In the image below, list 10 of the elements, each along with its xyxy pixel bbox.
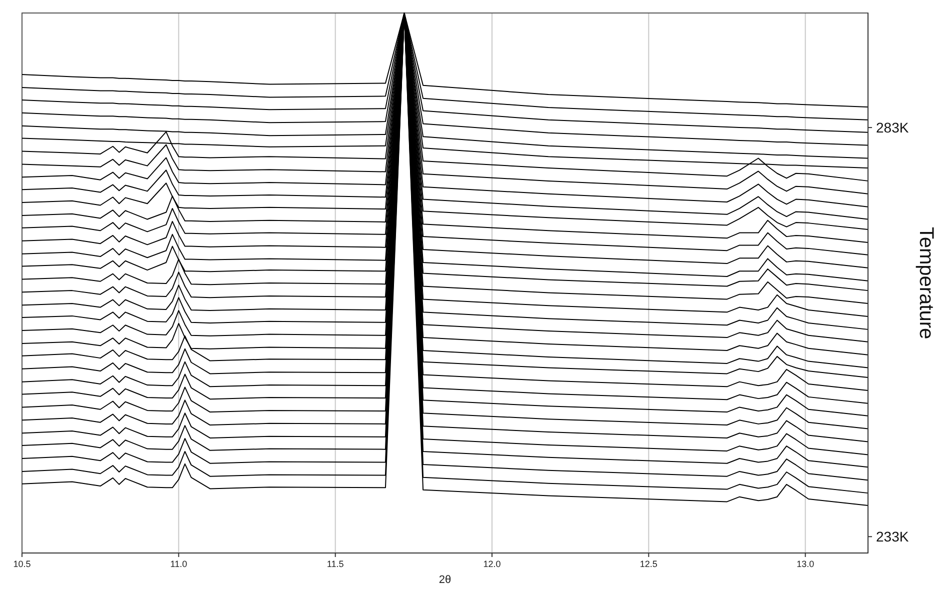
x-tick-label: 12.5 [640, 559, 658, 569]
x-tick-label: 11.5 [326, 559, 344, 569]
x-tick-label: 13.0 [796, 559, 814, 569]
y2-tick-label: 283K [876, 120, 910, 136]
x-tick-label: 12.0 [483, 559, 501, 569]
x-axis-title: 2θ [438, 574, 452, 586]
x-tick-label: 11.0 [170, 559, 188, 569]
y2-axis-title: Temperature [915, 226, 937, 340]
x-tick-label: 10.5 [13, 559, 31, 569]
y2-tick-label: 233K [876, 528, 910, 545]
